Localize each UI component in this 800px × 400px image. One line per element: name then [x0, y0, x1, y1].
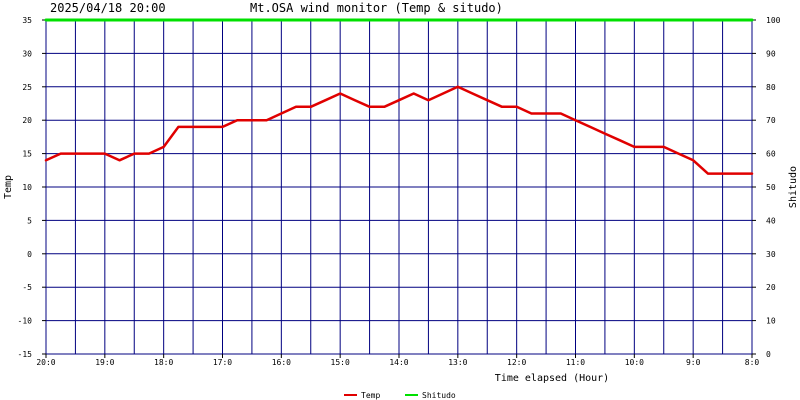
- y2-tick-label: 90: [766, 49, 776, 58]
- y-tick-label: 10: [22, 183, 32, 192]
- x-tick-label: 10:0: [625, 358, 644, 367]
- y2-tick-label: 20: [766, 283, 776, 292]
- x-tick-label: 16:0: [272, 358, 291, 367]
- y-tick-label: -15: [18, 350, 33, 359]
- y-tick-label: 35: [22, 16, 32, 25]
- y-axis-left-ticks: 35 30 25 20 15 10 5 0 -5 -10 -15: [18, 16, 46, 359]
- legend-label-shitudo: Shitudo: [422, 391, 456, 400]
- x-tick-label: 18:0: [154, 358, 173, 367]
- x-tick-label: 12:0: [507, 358, 526, 367]
- chart-timestamp: 2025/04/18 20:00: [50, 1, 166, 15]
- series-line-temp: [44, 85, 754, 175]
- y-axis-left-label: Temp: [3, 175, 14, 199]
- y-tick-label: 5: [27, 216, 32, 225]
- grid: [45, 19, 753, 355]
- y2-tick-label: 40: [766, 216, 776, 225]
- x-tick-label: 8:0: [745, 358, 760, 367]
- x-tick-label: 13:0: [448, 358, 467, 367]
- y-tick-label: 0: [27, 250, 32, 259]
- y-tick-label: 30: [22, 49, 32, 58]
- y-tick-label: 20: [22, 116, 32, 125]
- x-tick-label: 15:0: [331, 358, 350, 367]
- x-tick-label: 14:0: [389, 358, 408, 367]
- y-tick-label: 25: [22, 83, 32, 92]
- x-axis-ticks: 20:0 19:0 18:0 17:0 16:0 15:0 14:0 13:0 12:0 11:0…: [36, 354, 759, 367]
- y2-tick-label: 50: [766, 183, 776, 192]
- y-axis-right-label: Shitudo: [788, 166, 799, 208]
- legend-label-temp: Temp: [361, 391, 380, 400]
- x-tick-label: 20:0: [36, 358, 55, 367]
- series-layer: [44, 18, 754, 175]
- y-tick-label: -10: [18, 317, 33, 326]
- x-tick-label: 9:0: [686, 358, 701, 367]
- x-tick-label: 19:0: [95, 358, 114, 367]
- y2-tick-label: 100: [766, 16, 781, 25]
- x-tick-label: 17:0: [213, 358, 232, 367]
- legend: Temp Shitudo: [344, 391, 456, 400]
- y2-tick-label: 70: [766, 116, 776, 125]
- y2-tick-label: 30: [766, 250, 776, 259]
- y2-tick-label: 10: [766, 317, 776, 326]
- y-tick-label: 15: [22, 150, 32, 159]
- y2-tick-label: 0: [766, 350, 771, 359]
- y-tick-label: -5: [22, 283, 32, 292]
- x-axis-label: Time elapsed (Hour): [495, 373, 609, 384]
- chart-title: Mt.OSA wind monitor (Temp & situdo): [250, 1, 503, 15]
- x-tick-label: 11:0: [566, 358, 585, 367]
- y2-tick-label: 80: [766, 83, 776, 92]
- y2-tick-label: 60: [766, 150, 776, 159]
